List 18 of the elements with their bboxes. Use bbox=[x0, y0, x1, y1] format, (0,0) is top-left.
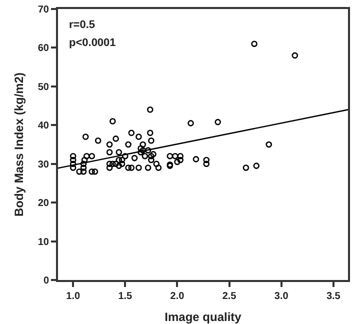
y-tick-label: 30 bbox=[38, 159, 50, 170]
x-tick-label: 3.5 bbox=[326, 291, 341, 302]
x-tick-label: 1.0 bbox=[66, 291, 80, 302]
y-tick-label: 10 bbox=[38, 236, 50, 248]
y-tick-label: 20 bbox=[38, 198, 50, 210]
x-axis-title: Image quality bbox=[164, 310, 242, 324]
y-axis-title: Body Mass Index (kg/m2) bbox=[12, 72, 26, 217]
x-tick-label: 3.0 bbox=[274, 291, 289, 302]
annotation: r=0.5 bbox=[69, 19, 95, 31]
annotation: p<0.0001 bbox=[69, 37, 116, 49]
x-tick-label: 2.5 bbox=[222, 291, 237, 302]
y-tick-label: 60 bbox=[38, 43, 50, 54]
y-tick-label: 0 bbox=[43, 276, 50, 286]
y-tick-label: 50 bbox=[38, 82, 50, 93]
y-tick-label: 40 bbox=[38, 120, 50, 132]
x-tick-label: 2.0 bbox=[170, 291, 185, 302]
y-tick-label: 70 bbox=[38, 4, 50, 16]
x-tick-label: 1.5 bbox=[118, 291, 133, 302]
